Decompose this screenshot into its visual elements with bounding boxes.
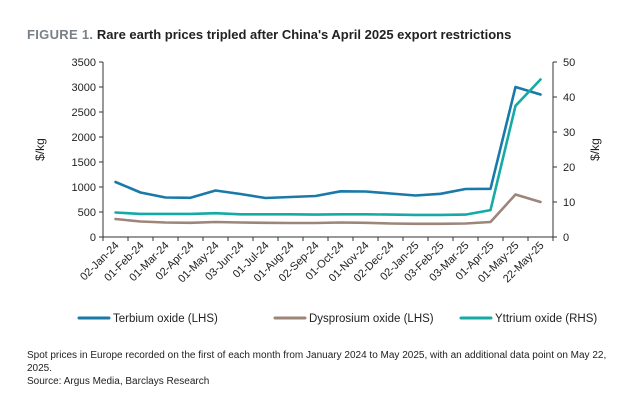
y-tick-label-left: 2000: [72, 132, 96, 144]
series-line-2: [114, 193, 542, 226]
series-line-3: [114, 78, 542, 217]
y-tick-label-right: 40: [563, 92, 575, 104]
y-tick-label-left: 3500: [72, 57, 96, 69]
series-line-1: [114, 85, 542, 200]
line-chart: 0 500 1000 1500 2000 2500 3000 3500 0 10 20 30 40 50 $…: [33, 57, 602, 325]
y-axis-title-left: $/kg: [33, 138, 47, 161]
legend-label-1: Terbium oxide (LHS): [113, 313, 218, 325]
source-text: Source: Argus Media, Barclays Research: [27, 376, 210, 387]
figure-title: FIGURE 1. Rare earth prices tripled afte…: [27, 27, 511, 42]
y-tick-label-right: 30: [563, 127, 575, 139]
y-axis-title-right: $/kg: [588, 138, 602, 161]
note-text: Spot prices in Europe recorded on the fi…: [27, 350, 607, 374]
y-tick-label-right: 20: [563, 162, 575, 174]
y-tick-label-left: 0: [90, 232, 96, 244]
y-tick-label-right: 10: [563, 197, 575, 209]
y-tick-label-left: 1500: [72, 157, 96, 169]
y-tick-label-right: 0: [563, 232, 569, 244]
legend-label-2: Dysprosium oxide (LHS): [309, 313, 434, 325]
legend-label-3: Yttrium oxide (RHS): [495, 313, 597, 325]
y-tick-label-left: 2500: [72, 107, 96, 119]
y-tick-label-right: 50: [563, 57, 575, 69]
y-tick-label-left: 1000: [72, 182, 96, 194]
chart-notes: Spot prices in Europe recorded on the fi…: [27, 349, 627, 388]
y-tick-label-left: 500: [78, 207, 96, 219]
figure-label: FIGURE 1.: [27, 27, 94, 42]
y-tick-label-left: 3000: [72, 82, 96, 94]
figure-title-text: Rare earth prices tripled after China's …: [96, 27, 512, 42]
